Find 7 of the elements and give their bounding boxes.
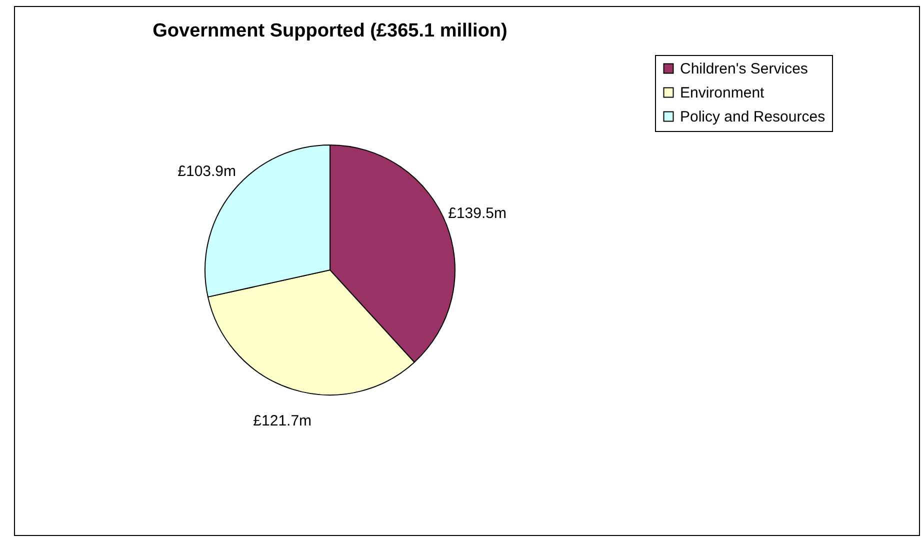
data-label: £121.7m <box>253 412 312 430</box>
chart-title: Government Supported (£365.1 million) <box>152 20 508 42</box>
legend-label: Children's Services <box>680 60 808 78</box>
legend-label: Environment <box>680 84 766 102</box>
data-label: £103.9m <box>178 163 236 180</box>
data-label: £139.5m <box>448 204 506 222</box>
legend-label: Policy and Resources <box>680 108 826 126</box>
